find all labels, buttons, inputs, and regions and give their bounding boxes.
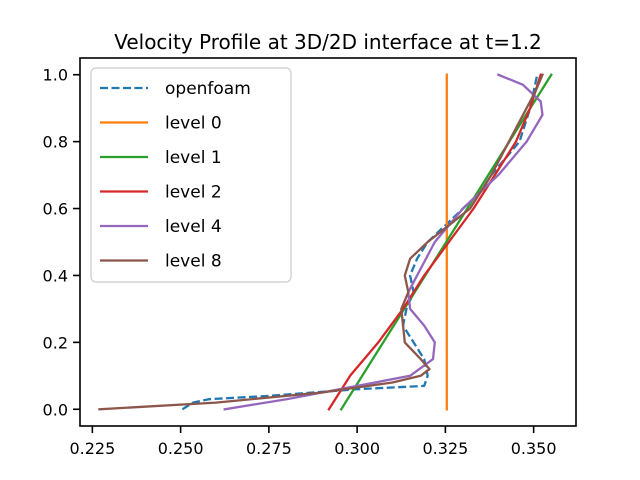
y-tick-label: 1.0 <box>43 66 68 85</box>
x-tick-label: 0.225 <box>69 439 115 458</box>
y-tick-label: 0.6 <box>43 200 68 219</box>
series-line-level-8 <box>98 73 545 411</box>
chart-title: Velocity Profile at 3D/2D interface at t… <box>114 30 542 54</box>
x-tick-label: 0.325 <box>422 439 468 458</box>
x-tick-label: 0.250 <box>158 439 204 458</box>
series-line-level-1 <box>339 73 553 411</box>
legend-label: level 0 <box>165 114 222 134</box>
y-tick-label: 0.8 <box>43 133 68 152</box>
legend-box <box>90 67 292 283</box>
y-tick-label: 0.2 <box>43 333 68 352</box>
series-line-level-2 <box>327 73 543 411</box>
plot-frame <box>79 57 577 427</box>
legend-label: level 8 <box>165 252 222 272</box>
y-tick-label: 0.4 <box>43 266 68 285</box>
legend-label: level 1 <box>165 148 222 168</box>
series-line-level-4 <box>223 73 544 411</box>
legend-label: level 2 <box>165 183 222 203</box>
x-axis: 0.225 0.250 0.275 0.300 0.325 0.350 <box>69 426 557 458</box>
legend-label: level 4 <box>165 217 222 237</box>
y-tick-label: 0.0 <box>43 400 68 419</box>
legend-label: openfoam <box>165 79 251 99</box>
x-tick-label: 0.275 <box>246 439 292 458</box>
x-tick-label: 0.350 <box>511 439 557 458</box>
legend: openfoam level 0 level 1 level 2 level 4 leve… <box>90 67 292 283</box>
plot-lines <box>98 73 553 411</box>
x-tick-label: 0.300 <box>334 439 380 458</box>
y-axis: 0.0 0.2 0.4 0.6 0.8 1.0 <box>43 66 80 419</box>
